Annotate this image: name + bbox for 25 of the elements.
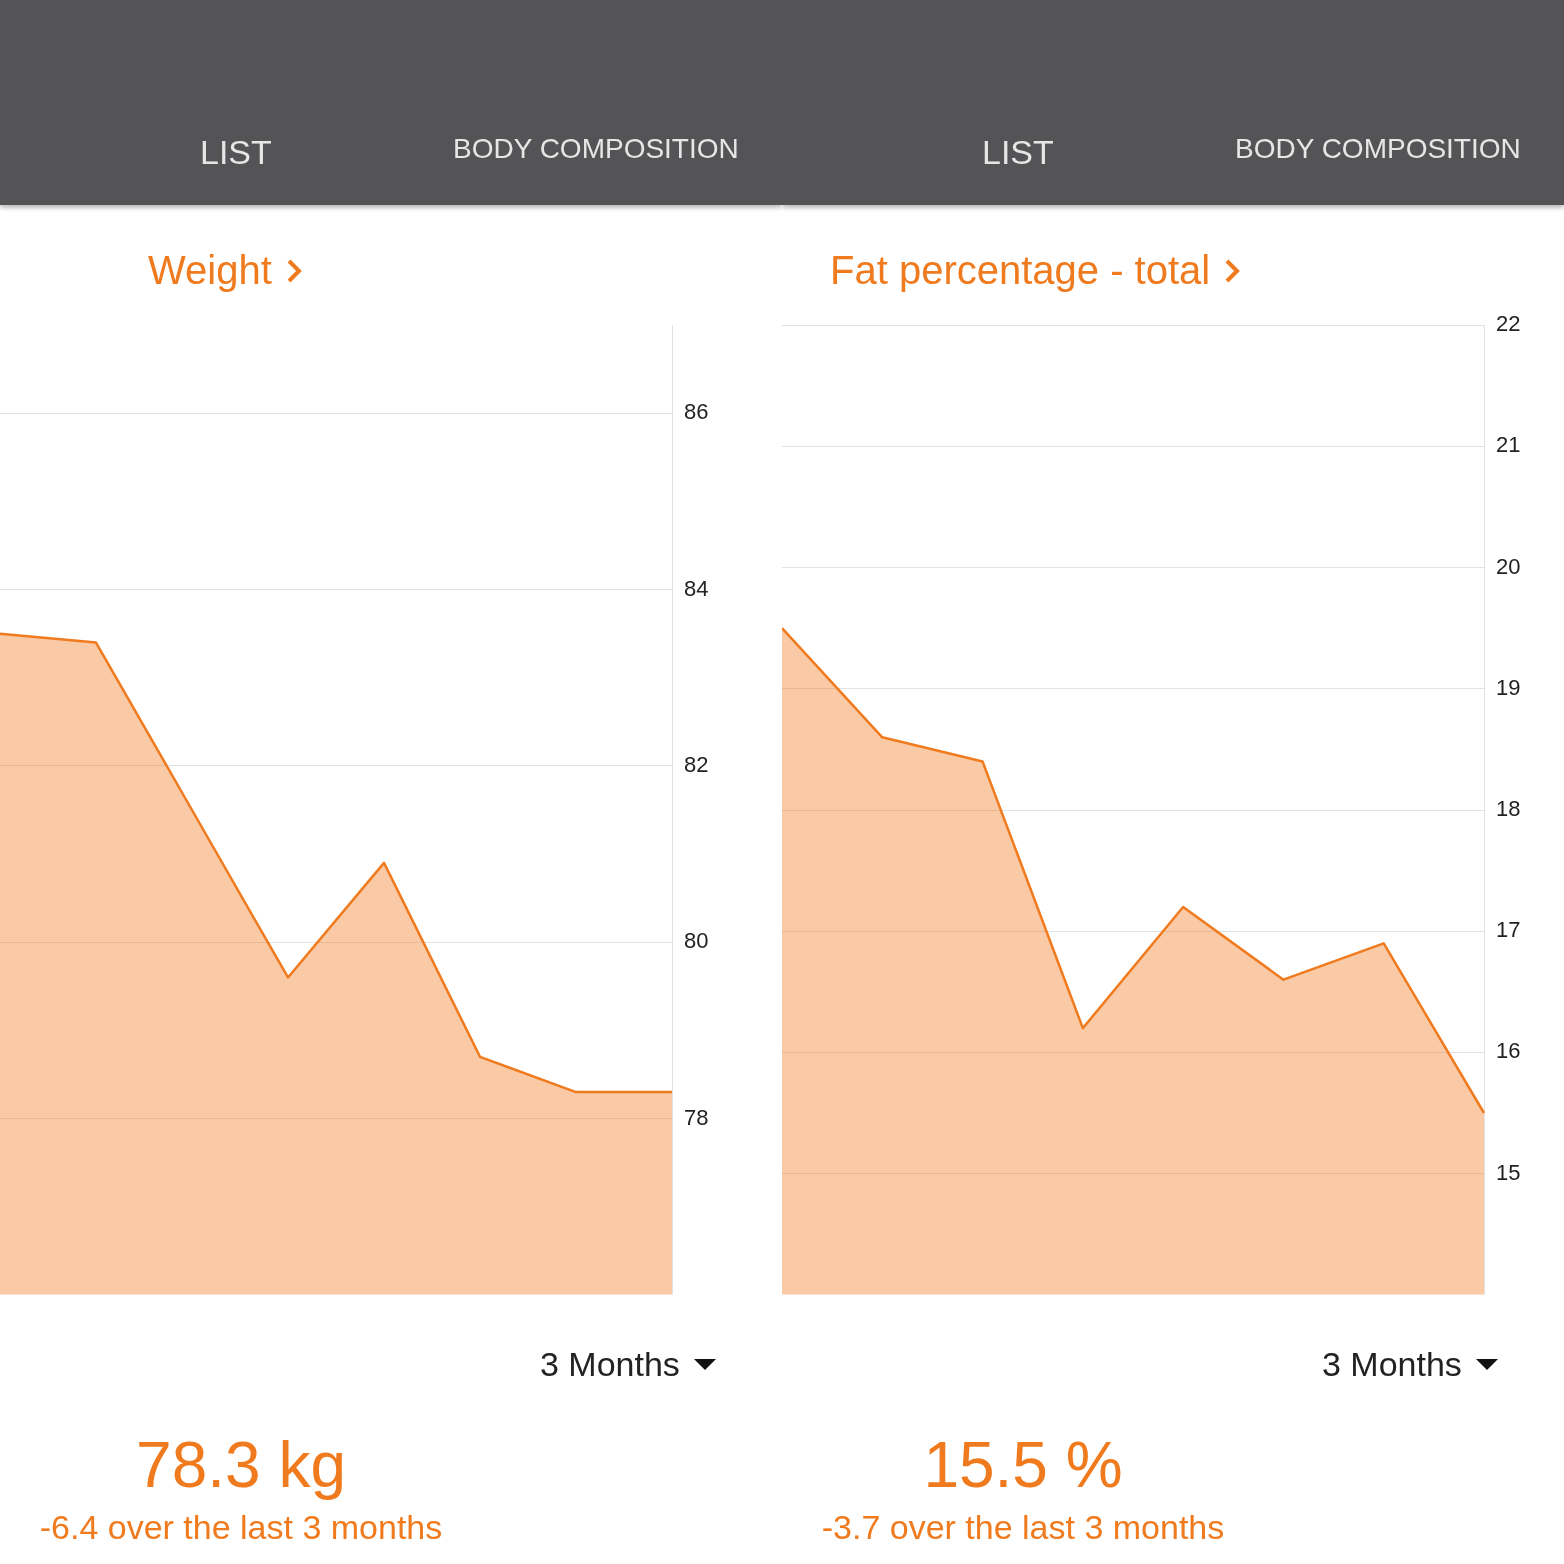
chart-title: Weight [148,248,272,293]
chart-title: Fat percentage - total [830,248,1211,293]
text: BODY COMPOSITION [453,133,739,165]
y-tick-label: 22 [1496,311,1521,337]
y-tick-label: 84 [684,575,709,601]
text: 15.5 % [922,1428,1124,1502]
y-tick-label: 21 [1496,432,1521,458]
y-tick-label: 82 [684,751,709,777]
text: LIST [200,133,272,172]
text: -6.4 over the last 3 months [38,1508,444,1547]
text: LIST [982,133,1054,172]
y-tick-label: 19 [1496,674,1521,700]
text: -3.7 over the last 3 months [820,1508,1226,1547]
y-tick-label: 17 [1496,917,1521,943]
text: 78.3 kg [135,1428,347,1502]
text: 3 Months [540,1345,680,1384]
y-tick-label: 20 [1496,553,1521,579]
text: BODY COMPOSITION [1235,133,1521,165]
y-tick-label: 18 [1496,796,1521,822]
y-tick-label: 16 [1496,1038,1521,1064]
y-tick-label: 15 [1496,1159,1521,1185]
text: 3 Months [1322,1345,1462,1384]
y-tick-label: 78 [684,1104,709,1130]
y-tick-label: 86 [684,399,709,425]
y-tick-label: 80 [684,928,709,954]
